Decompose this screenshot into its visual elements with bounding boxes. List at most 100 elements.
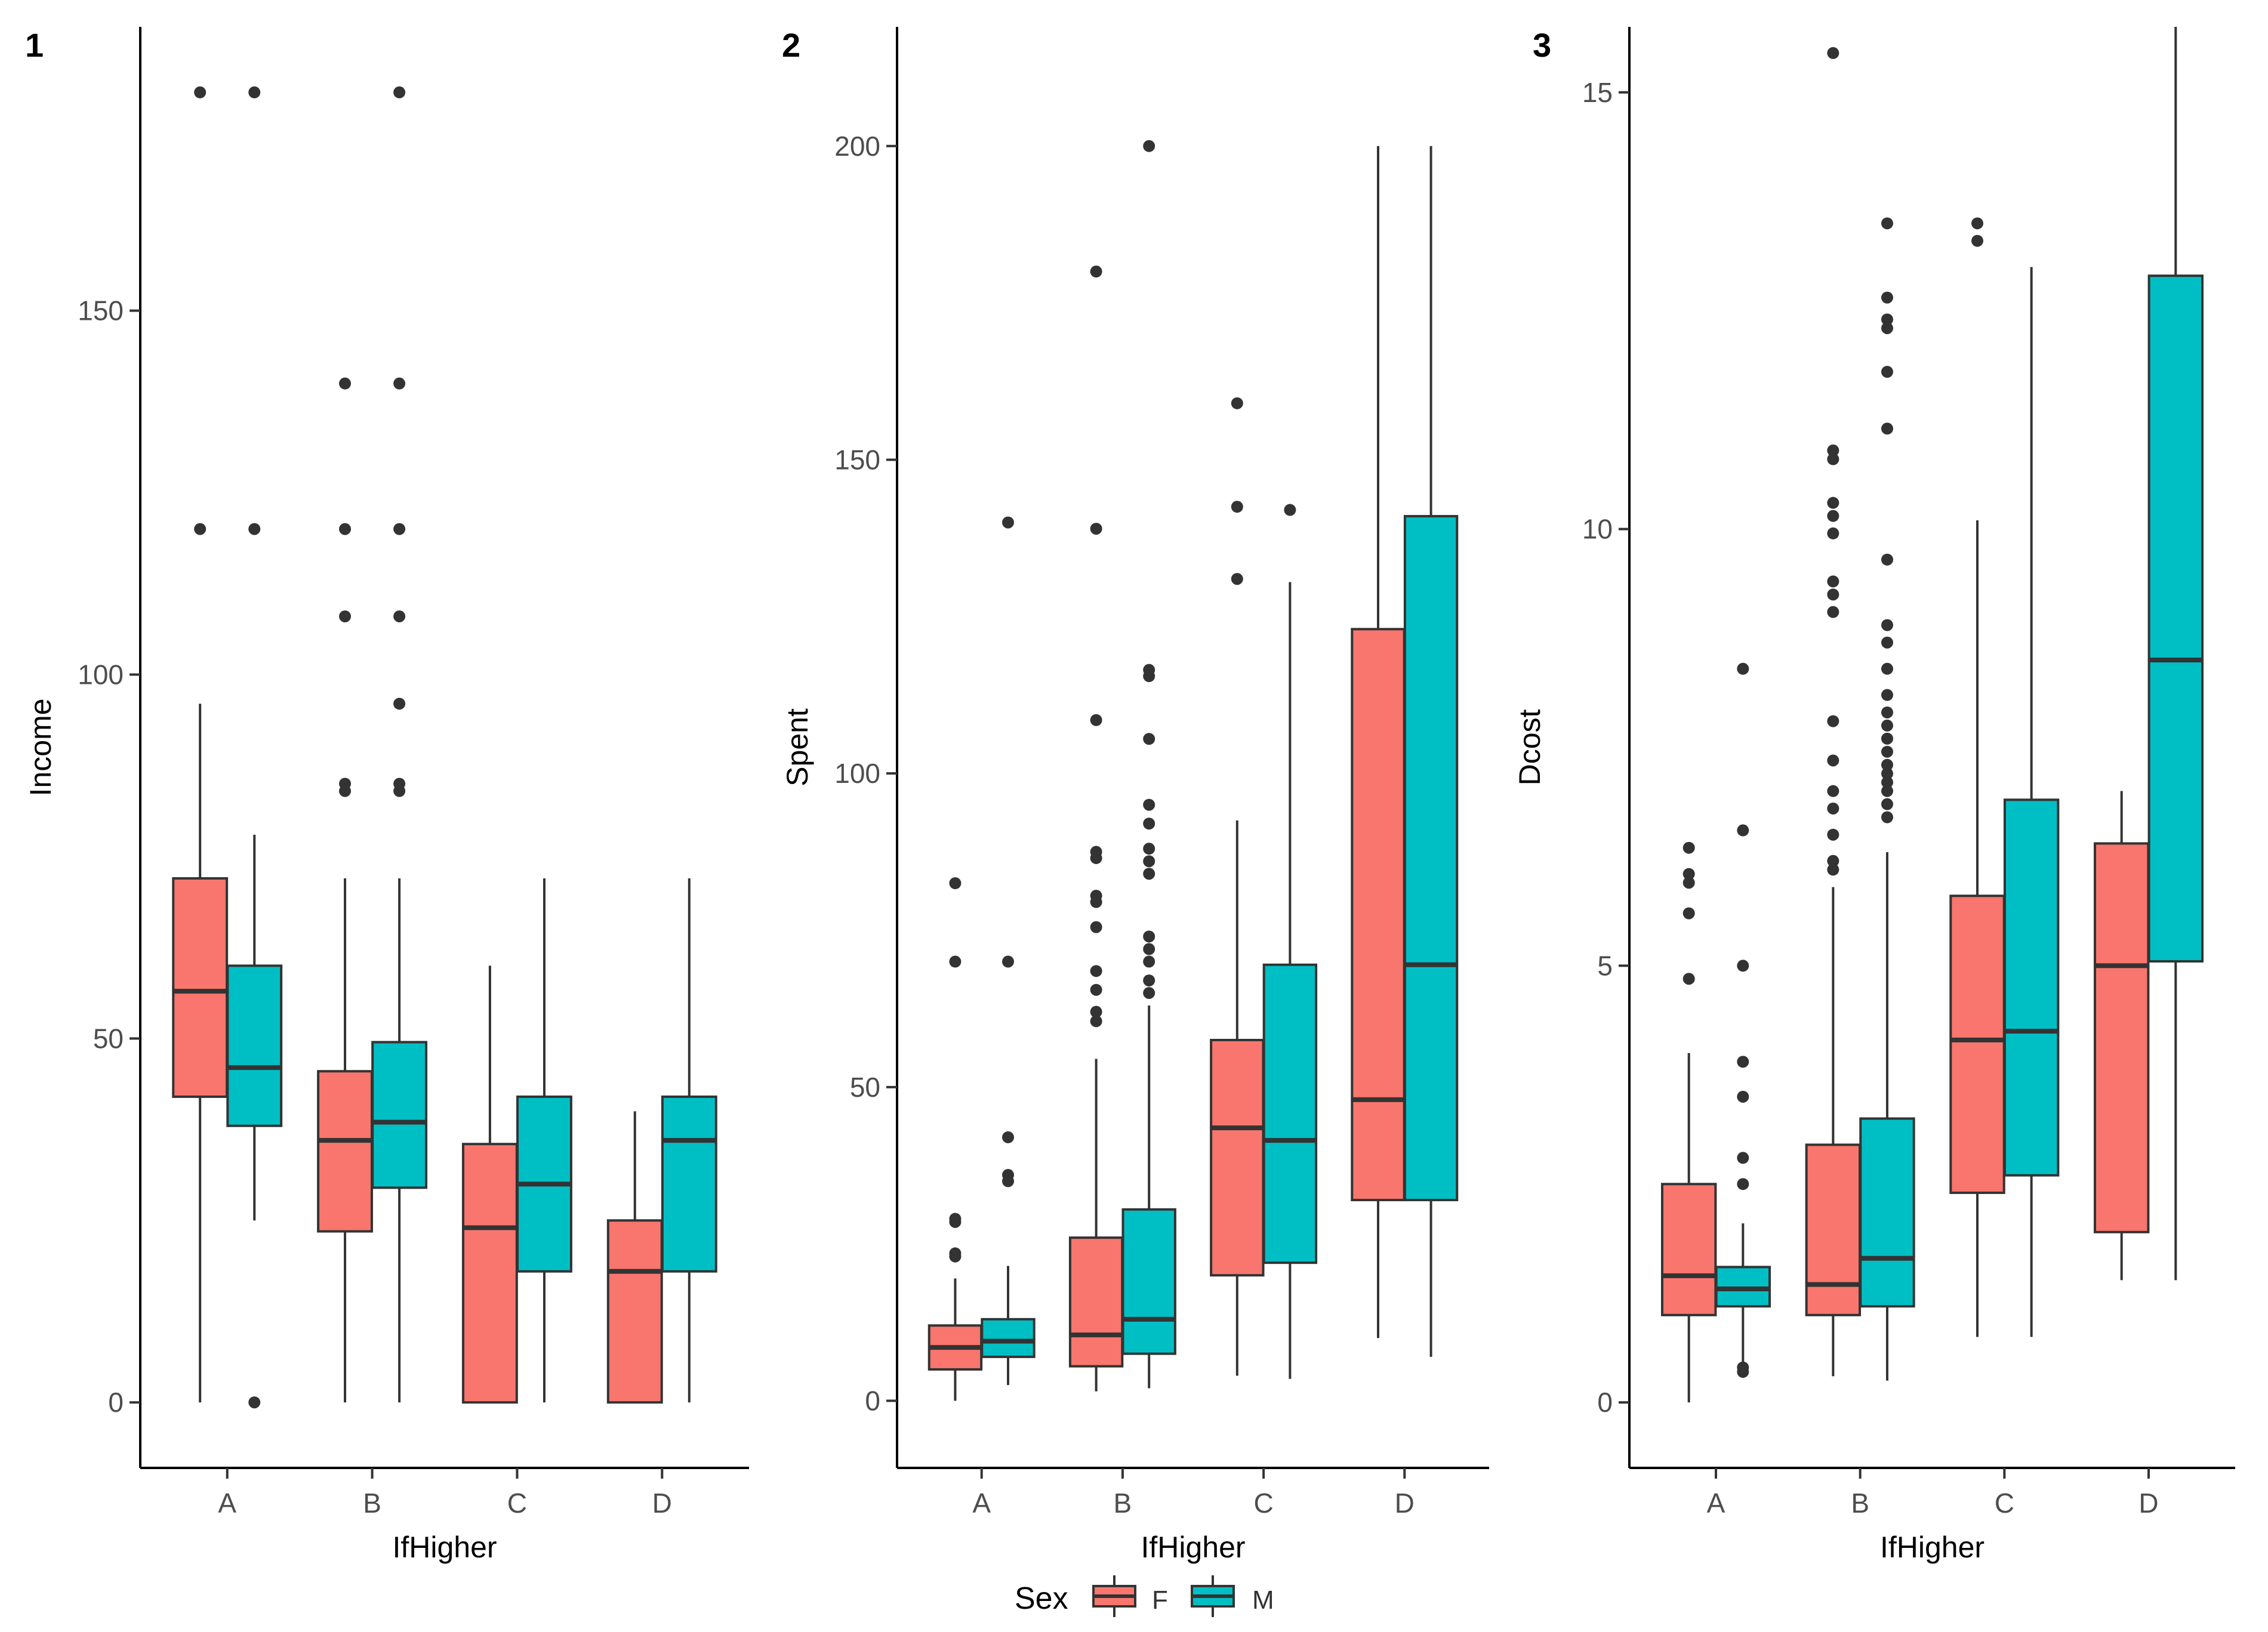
y-axis-title: Spent (781, 708, 814, 786)
legend-key-m (1191, 1575, 1235, 1617)
outlier-point (1737, 662, 1749, 675)
legend-title: Sex (1015, 1581, 1068, 1616)
outlier-point (1284, 504, 1296, 516)
outlier-point (949, 1247, 962, 1260)
outlier-point (1090, 1015, 1102, 1028)
box-body (1262, 963, 1318, 1264)
x-tick-label: D (1395, 1488, 1415, 1519)
y-tick-label: 0 (865, 1386, 880, 1417)
box-f-a (172, 86, 229, 1403)
outlier-point (1002, 1169, 1014, 1181)
box-f-a (1660, 841, 1717, 1403)
outlier-point (339, 377, 352, 390)
x-tick-label: C (1253, 1488, 1273, 1519)
box-m-c (516, 878, 572, 1403)
box-body (606, 1219, 663, 1404)
panel-label: 1 (25, 26, 44, 64)
outlier-point (1827, 444, 1839, 456)
outlier-point (1090, 983, 1102, 996)
box-m-b (1121, 140, 1176, 1389)
y-tick-label: 150 (834, 444, 880, 475)
outlier-point (1002, 955, 1014, 968)
box-f-b (317, 377, 373, 1403)
outlier-point (1827, 863, 1839, 876)
outlier-point (1143, 843, 1155, 855)
y-tick-label: 50 (93, 1023, 124, 1054)
outlier-point (1002, 516, 1014, 529)
outlier-point (1231, 501, 1243, 513)
outlier-point (1827, 828, 1839, 841)
box-m-d (1403, 146, 1459, 1357)
box-body (2003, 798, 2060, 1177)
outlier-point (1827, 754, 1839, 767)
outlier-point (1827, 510, 1839, 522)
legend-key-f (1092, 1575, 1136, 1617)
outlier-point (1881, 322, 1893, 334)
box-f-d (1351, 146, 1406, 1338)
box-body (226, 964, 283, 1127)
outlier-point (1737, 960, 1749, 972)
y-tick-label: 100 (834, 758, 880, 789)
outlier-point (1737, 824, 1749, 837)
outlier-point (1143, 943, 1155, 955)
outlier-point (194, 523, 207, 535)
outlier-point (339, 778, 352, 790)
box-m-a (1715, 662, 1771, 1378)
outlier-point (1827, 575, 1839, 588)
outlier-point (1143, 733, 1155, 745)
outlier-point (949, 877, 962, 890)
outlier-point (1881, 422, 1893, 435)
outlier-point (1881, 811, 1893, 823)
outlier-point (1881, 636, 1893, 649)
x-axis-title: IfHigher (1880, 1531, 1984, 1564)
outlier-point (1143, 817, 1155, 830)
box-body (1660, 1183, 1717, 1316)
outlier-point (393, 377, 406, 390)
outlier-point (1827, 715, 1839, 727)
outlier-point (1881, 313, 1893, 326)
box-f-a (927, 877, 983, 1401)
panel-label: 2 (782, 26, 800, 64)
outlier-point (949, 955, 962, 968)
outlier-point (1143, 955, 1155, 968)
x-tick-label: A (1707, 1488, 1725, 1519)
y-axis-title: Income (24, 699, 57, 797)
x-tick-label: C (1995, 1488, 2014, 1519)
outlier-point (1143, 868, 1155, 880)
x-tick-label: D (652, 1488, 672, 1519)
box-body (1403, 515, 1459, 1202)
x-axis-title: IfHigher (392, 1531, 497, 1564)
outlier-point (1971, 235, 1984, 247)
outlier-point (1090, 921, 1102, 933)
y-tick-label: 100 (78, 659, 124, 690)
panel-3: 3 0 5 10 15 A B C D IfHigher Dcost (1513, 26, 2235, 1564)
outlier-point (1881, 366, 1893, 378)
outlier-point (393, 86, 406, 98)
box-body (2147, 274, 2204, 963)
box-f-c (1210, 397, 1265, 1376)
x-tick-label: D (2138, 1488, 2158, 1519)
outlier-point (1143, 140, 1155, 152)
x-tick-label: C (507, 1488, 527, 1519)
outlier-point (393, 610, 406, 622)
x-tick-label: B (1114, 1488, 1132, 1519)
outlier-point (393, 523, 406, 535)
y-tick-label: 200 (834, 131, 880, 162)
box-m-d (2147, 27, 2204, 1281)
outlier-point (1881, 798, 1893, 810)
box-body (371, 1041, 428, 1189)
outlier-point (1090, 523, 1102, 535)
box-body (1949, 894, 2005, 1194)
outlier-point (1881, 785, 1893, 797)
box-body (2093, 842, 2150, 1233)
outlier-point (1827, 854, 1839, 867)
outlier-point (1881, 767, 1893, 780)
outlier-point (1090, 1005, 1102, 1018)
box-f-c (461, 965, 518, 1404)
outlier-point (1827, 496, 1839, 509)
box-m-a (981, 516, 1036, 1386)
panel-1: 1 0 50 100 150 A B C D IfHigher Income (24, 26, 749, 1564)
outlier-point (1881, 776, 1893, 789)
outlier-point (1737, 1056, 1749, 1068)
